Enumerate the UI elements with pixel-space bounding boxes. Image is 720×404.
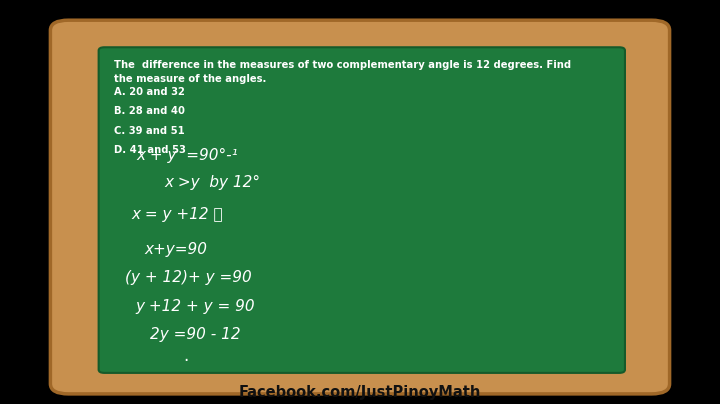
Text: A. 20 and 32: A. 20 and 32 bbox=[114, 87, 184, 97]
Text: y +12 + y = 90: y +12 + y = 90 bbox=[135, 299, 255, 314]
Text: (y + 12)+ y =90: (y + 12)+ y =90 bbox=[125, 270, 252, 286]
FancyBboxPatch shape bbox=[99, 47, 625, 373]
FancyBboxPatch shape bbox=[50, 20, 670, 394]
Text: D. 41 and 53: D. 41 and 53 bbox=[114, 145, 186, 155]
Text: 2y =90 - 12: 2y =90 - 12 bbox=[150, 327, 240, 342]
Text: B. 28 and 40: B. 28 and 40 bbox=[114, 106, 184, 116]
Text: x+y=90: x+y=90 bbox=[144, 242, 207, 257]
Text: x >y  by 12°: x >y by 12° bbox=[164, 175, 260, 190]
Text: Facebook.com/JustPinoyMath: Facebook.com/JustPinoyMath bbox=[239, 385, 481, 400]
Text: C. 39 and 51: C. 39 and 51 bbox=[114, 126, 184, 136]
Text: the measure of the angles.: the measure of the angles. bbox=[114, 74, 266, 84]
Text: .: . bbox=[184, 347, 189, 365]
Text: The  difference in the measures of two complementary angle is 12 degrees. Find: The difference in the measures of two co… bbox=[114, 60, 571, 70]
Text: x + y  =90°-¹: x + y =90°-¹ bbox=[137, 148, 238, 163]
Text: x = y +12 Ⓐ: x = y +12 Ⓐ bbox=[132, 206, 223, 222]
